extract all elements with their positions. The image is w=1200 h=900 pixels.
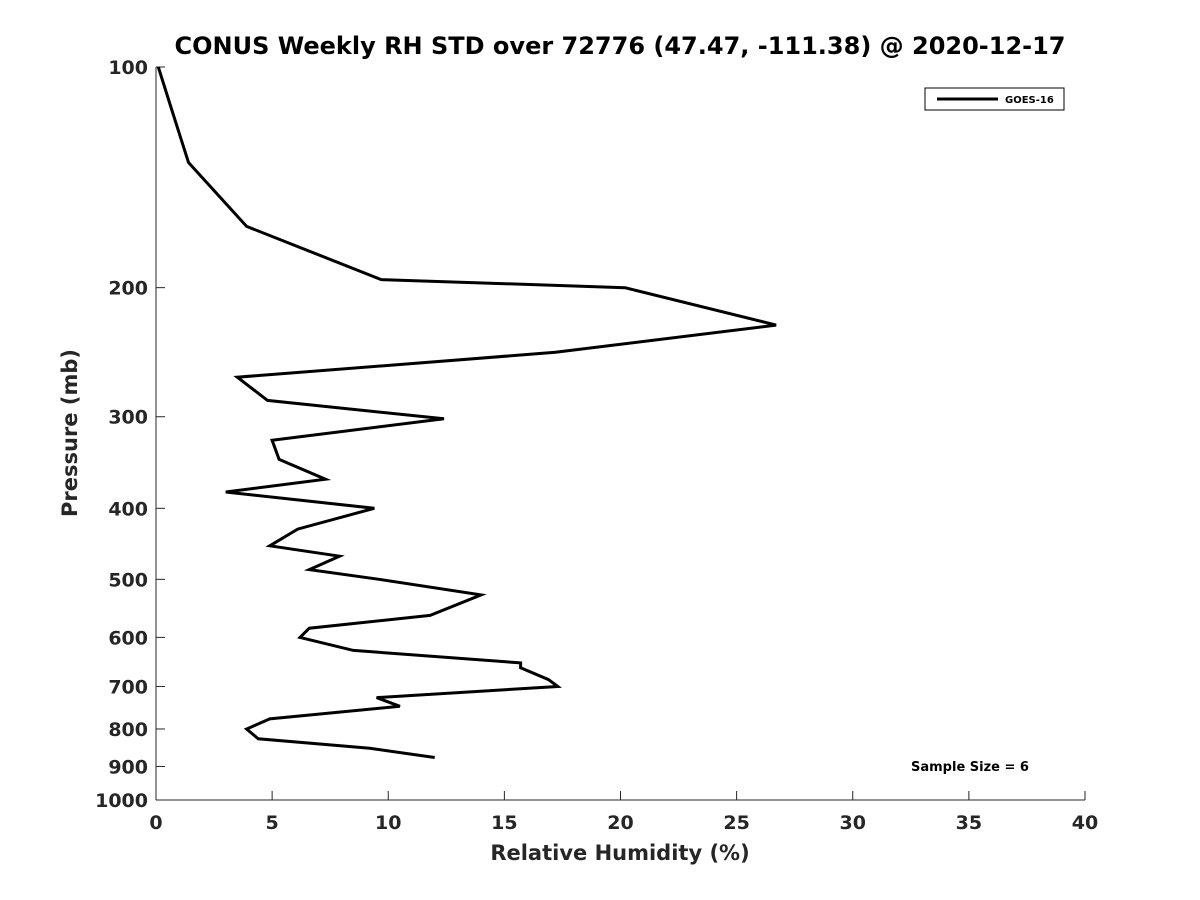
y-tick-label: 300 xyxy=(108,407,148,429)
axes: 0 5 10 15 20 25 30 35 40 100 200 300 400 500 600 700 800… xyxy=(95,57,1098,834)
series-line-goes-16 xyxy=(156,66,777,759)
x-axis-label: Relative Humidity (%) xyxy=(490,841,749,865)
x-tick-label: 20 xyxy=(607,812,633,834)
x-tick-label: 25 xyxy=(723,812,749,834)
y-tick-label: 400 xyxy=(108,498,148,520)
chart-title: CONUS Weekly RH STD over 72776 (47.47, -… xyxy=(174,32,1065,60)
x-tick-label: 0 xyxy=(149,812,162,834)
x-tick-label: 10 xyxy=(375,812,401,834)
x-tick-label: 5 xyxy=(266,812,279,834)
x-tick-label: 40 xyxy=(1072,812,1098,834)
y-tick-label: 800 xyxy=(108,719,148,741)
y-tick-label: 200 xyxy=(108,278,148,300)
y-tick-label: 500 xyxy=(108,569,148,591)
x-tick-label: 30 xyxy=(840,812,866,834)
legend-label-goes-16: GOES-16 xyxy=(1005,95,1054,106)
y-tick-label: 600 xyxy=(108,627,148,649)
y-tick-label: 1000 xyxy=(95,790,148,812)
y-axis-label: Pressure (mb) xyxy=(58,349,82,517)
series-layer xyxy=(156,66,777,759)
y-tick-label: 700 xyxy=(108,676,148,698)
x-tick-label: 15 xyxy=(491,812,517,834)
y-tick-label: 900 xyxy=(108,756,148,778)
sample-size-annotation: Sample Size = 6 xyxy=(911,760,1029,775)
y-tick-label: 100 xyxy=(108,57,148,79)
legend: GOES-16 xyxy=(924,87,1065,111)
x-tick-label: 35 xyxy=(956,812,982,834)
